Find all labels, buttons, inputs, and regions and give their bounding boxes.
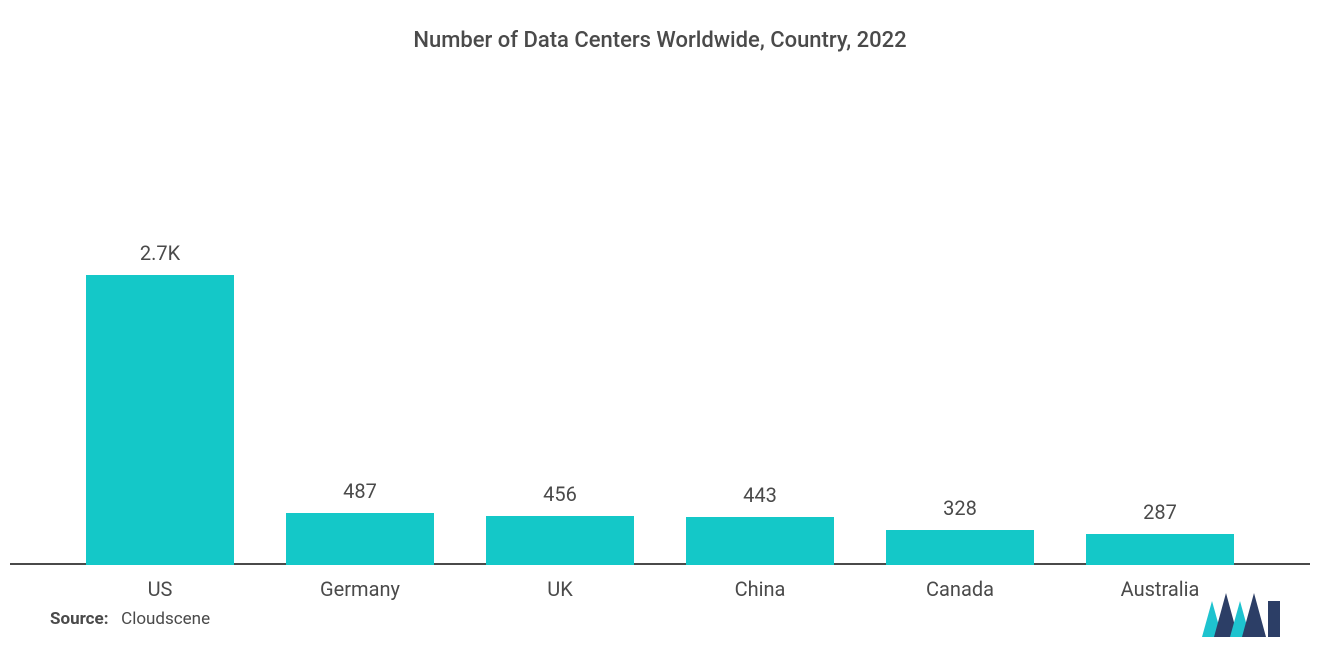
bar-column: 443China — [660, 93, 860, 565]
bar-column: 2.7KUS — [60, 93, 260, 565]
bar-category-label: Canada — [926, 577, 994, 601]
bar-value-label: 487 — [343, 479, 377, 503]
bar-category-label: US — [148, 577, 173, 601]
bar-category-label: Australia — [1121, 577, 1200, 601]
bar: 456 — [486, 516, 634, 565]
bar: 487 — [286, 513, 434, 565]
bar-category-label: UK — [547, 577, 573, 601]
bar: 443 — [686, 517, 834, 565]
bar-column: 487Germany — [260, 93, 460, 565]
bar-column: 456UK — [460, 93, 660, 565]
source-line: Source: Cloudscene — [50, 609, 210, 629]
bar-value-label: 287 — [1143, 500, 1177, 524]
bar-column: 328Canada — [860, 93, 1060, 565]
bar-value-label: 2.7K — [140, 241, 180, 265]
bar: 328 — [886, 530, 1034, 565]
bar: 287 — [1086, 534, 1234, 565]
bar-value-label: 456 — [543, 482, 577, 506]
source-label: Source: — [50, 609, 108, 629]
chart-title: Number of Data Centers Worldwide, Countr… — [50, 28, 1270, 53]
source-text: Cloudscene — [121, 609, 210, 629]
bar: 2.7K — [86, 275, 234, 565]
bar-column: 287Australia — [1060, 93, 1260, 565]
bar-category-label: China — [735, 577, 786, 601]
bar-category-label: Germany — [320, 577, 400, 601]
plot-area: 2.7KUS487Germany456UK443China328Canada28… — [50, 93, 1270, 565]
chart-container: Number of Data Centers Worldwide, Countr… — [0, 0, 1320, 665]
bar-value-label: 328 — [943, 496, 977, 520]
bar-value-label: 443 — [743, 483, 777, 507]
brand-logo — [1202, 593, 1280, 641]
